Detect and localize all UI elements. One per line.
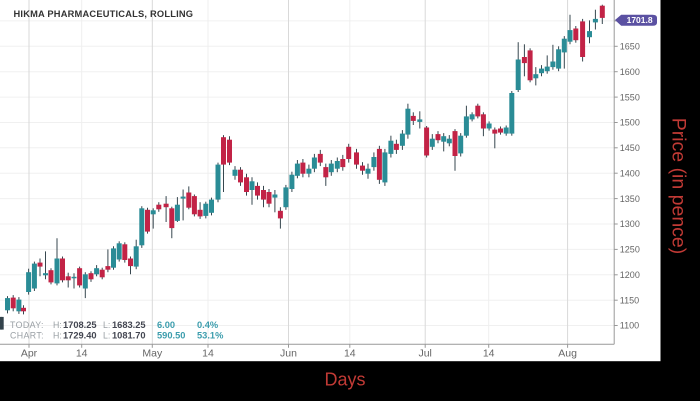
svg-text:0.4%: 0.4% (197, 320, 219, 330)
svg-text:CHART:: CHART: (10, 331, 44, 341)
svg-text:L:: L: (103, 331, 110, 341)
svg-text:1450: 1450 (620, 143, 640, 153)
svg-text:Aug: Aug (558, 348, 577, 360)
svg-text:TODAY:: TODAY: (10, 320, 44, 330)
svg-text:590.50: 590.50 (157, 331, 185, 341)
svg-text:Jun: Jun (280, 348, 297, 360)
svg-text:1701.8: 1701.8 (627, 15, 653, 25)
svg-text:1081.70: 1081.70 (112, 331, 146, 341)
svg-text:1708.25: 1708.25 (63, 320, 97, 330)
svg-text:Apr: Apr (21, 348, 38, 360)
svg-text:1729.40: 1729.40 (63, 331, 97, 341)
svg-text:6.00: 6.00 (157, 320, 175, 330)
svg-text:1400: 1400 (620, 168, 640, 178)
svg-text:1200: 1200 (620, 270, 640, 280)
svg-text:1150: 1150 (620, 295, 639, 305)
svg-text:Days: Days (324, 370, 365, 390)
svg-text:53.1%: 53.1% (197, 331, 224, 341)
svg-text:Jul: Jul (418, 348, 431, 360)
svg-text:L:: L: (103, 320, 110, 330)
svg-text:1300: 1300 (620, 219, 640, 229)
svg-text:H:: H: (53, 331, 62, 341)
svg-text:1550: 1550 (620, 92, 640, 102)
svg-text:14: 14 (202, 348, 214, 360)
svg-text:1600: 1600 (620, 67, 640, 77)
svg-text:1683.25: 1683.25 (112, 320, 146, 330)
svg-text:1250: 1250 (620, 245, 640, 255)
svg-text:H:: H: (53, 320, 62, 330)
svg-text:14: 14 (344, 348, 356, 360)
svg-text:1350: 1350 (620, 194, 640, 204)
svg-text:14: 14 (76, 348, 88, 360)
svg-text:14: 14 (483, 348, 495, 360)
svg-text:1650: 1650 (620, 42, 640, 52)
svg-text:May: May (142, 348, 163, 360)
svg-text:Price (in pence): Price (in pence) (668, 118, 690, 255)
svg-text:HIKMA PHARMACEUTICALS, ROLLING: HIKMA PHARMACEUTICALS, ROLLING (14, 9, 194, 19)
svg-text:1100: 1100 (620, 321, 639, 331)
svg-text:1500: 1500 (620, 118, 640, 128)
